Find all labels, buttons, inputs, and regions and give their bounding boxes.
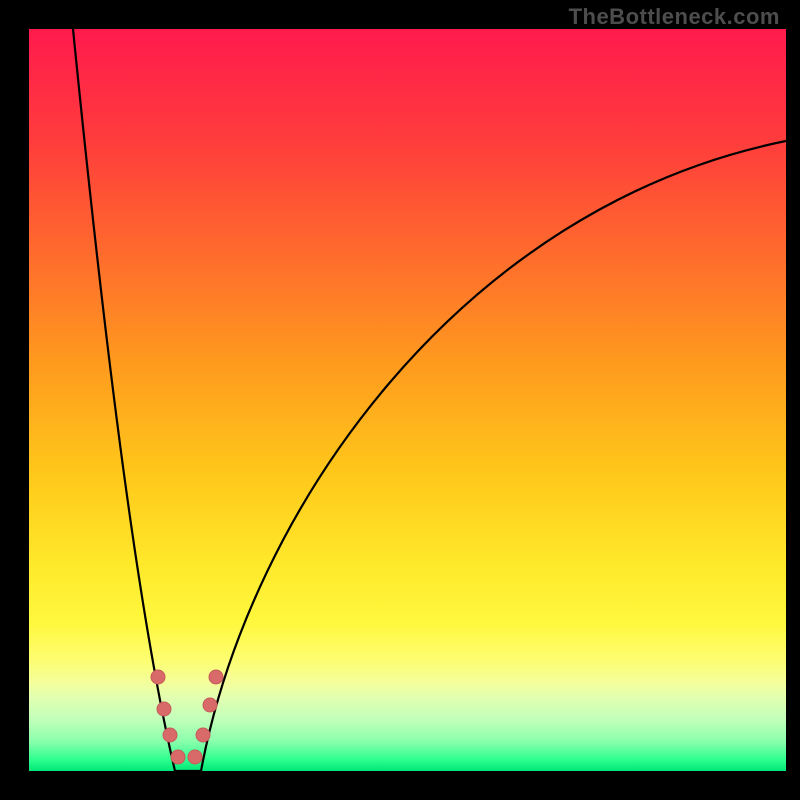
watermark-text: TheBottleneck.com [569,4,780,30]
data-point-marker [203,698,217,712]
chart-frame: TheBottleneck.com [0,0,800,800]
data-point-marker [157,702,171,716]
data-point-marker [151,670,165,684]
plot-svg-layer [29,29,786,771]
data-point-marker [188,750,202,764]
data-point-marker [209,670,223,684]
data-point-marker [171,750,185,764]
bottleneck-curve [73,29,786,771]
plot-area [29,29,786,771]
data-point-marker [163,728,177,742]
data-point-marker [196,728,210,742]
